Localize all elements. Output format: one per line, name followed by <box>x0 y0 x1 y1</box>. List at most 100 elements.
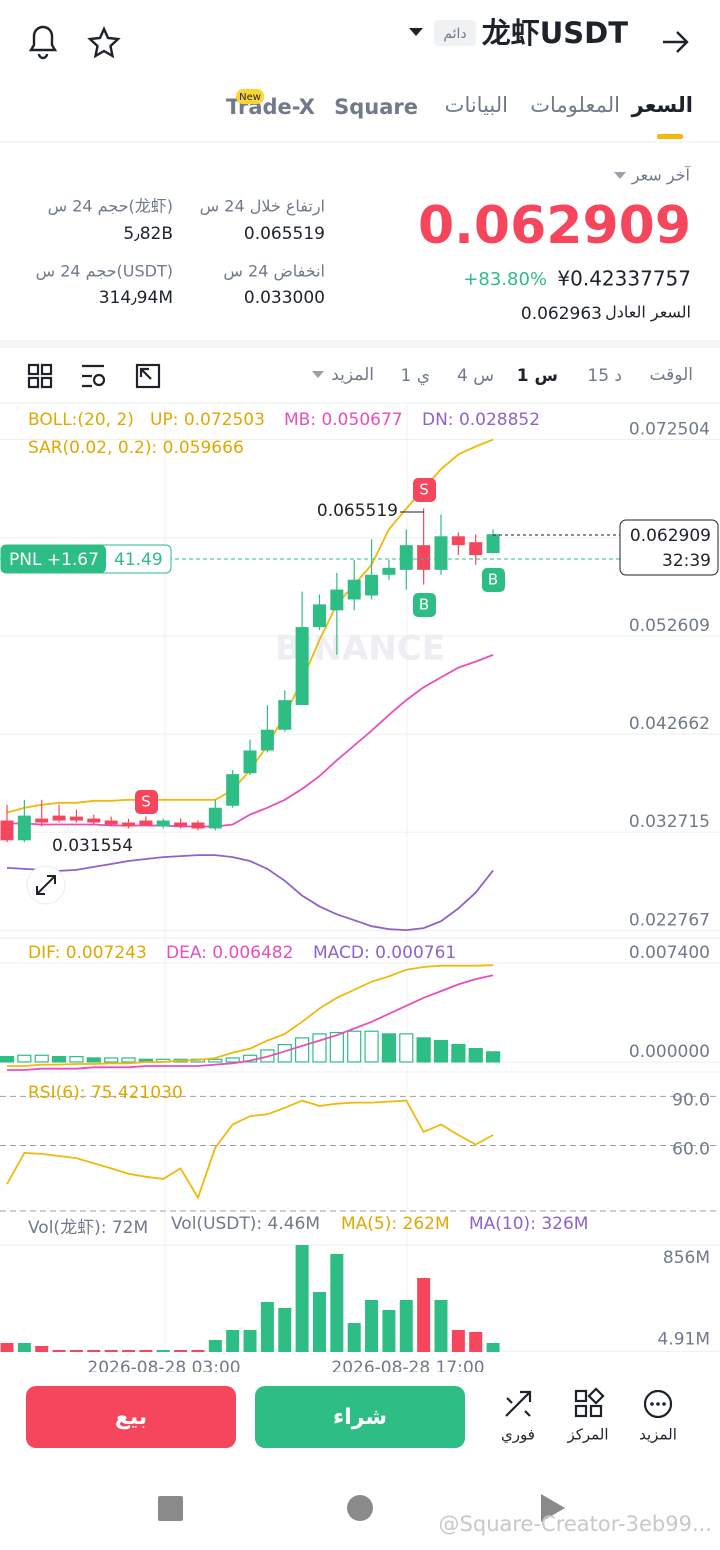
volume-bar <box>69 1350 83 1352</box>
tab[interactable]: المعلومات <box>530 93 620 117</box>
stat-value: 314٫94M <box>99 288 173 308</box>
new-badge: New <box>239 92 261 103</box>
legend: MA(10): 326M <box>469 1214 588 1234</box>
y-tick-label: 60.0 <box>672 1140 710 1160</box>
buy-button[interactable] <box>255 1386 465 1448</box>
stat-label: ارتفاع خلال 24 س <box>200 197 325 217</box>
candle-body <box>330 589 344 611</box>
candle-body <box>174 822 188 827</box>
price-change: +83.80% <box>463 269 547 290</box>
volume-bar <box>35 1346 49 1352</box>
candle-body <box>365 574 379 596</box>
macd-bar <box>34 1054 49 1063</box>
volume-bar <box>87 1350 101 1352</box>
candle-body <box>122 822 136 827</box>
candle-body <box>243 750 257 774</box>
timeframe[interactable]: الوقت <box>649 365 693 385</box>
candle-body <box>156 820 170 827</box>
y-tick-label: 0.000000 <box>629 1042 710 1062</box>
macd-bar <box>225 1057 240 1063</box>
y-tick-label: 90.0 <box>672 1090 710 1110</box>
badge-bg <box>434 20 476 46</box>
candle-body <box>295 627 309 706</box>
action-label[interactable]: المزيد <box>639 1426 677 1444</box>
dropdown-arrow[interactable] <box>409 28 423 36</box>
sell-button[interactable] <box>26 1386 236 1448</box>
pnl-label: PNL +1.67 <box>9 550 99 570</box>
footer-watermark: @Square-Creator-3eb99... <box>439 1512 712 1536</box>
expand-button[interactable] <box>26 865 66 905</box>
toolbar-icons[interactable] <box>27 363 161 389</box>
volume-bar <box>226 1330 240 1352</box>
signal-label: S <box>419 481 429 499</box>
candle-body <box>347 579 361 600</box>
forward-arrow[interactable] <box>663 31 689 53</box>
dropdown-arrow <box>614 172 626 179</box>
action-icons[interactable] <box>505 1387 673 1419</box>
y-tick-label: 0.007400 <box>629 943 710 963</box>
macd-bar <box>381 1033 397 1063</box>
stat-label: انخفاض 24 س <box>223 262 325 282</box>
y-tick-label: 0.032715 <box>629 812 710 832</box>
sell-label: بيع <box>115 1405 147 1430</box>
high-annotation: 0.065519 <box>317 501 398 521</box>
action-label[interactable]: المركز <box>566 1426 608 1444</box>
stat-value: 5٫82B <box>123 224 173 244</box>
volume-bar <box>417 1278 431 1352</box>
star-icon[interactable] <box>87 26 121 59</box>
indicator-line <box>7 974 494 1071</box>
volume-bar <box>191 1350 205 1352</box>
pnl-fill <box>1 545 106 573</box>
tab[interactable]: Square <box>334 95 418 119</box>
candle-body <box>0 820 14 841</box>
timeframe[interactable]: 1 ي <box>400 366 430 386</box>
timeframe[interactable]: 4 س <box>457 366 494 386</box>
fair-price: 0.062963 <box>521 304 602 324</box>
volume-bar <box>208 1340 222 1352</box>
macd-bar <box>295 1037 310 1063</box>
candle-body <box>52 815 66 821</box>
legend: DIF: 0.007243 <box>28 943 147 963</box>
action-label[interactable]: فوري <box>501 1426 535 1445</box>
volume-bar <box>434 1300 448 1352</box>
timeframe[interactable]: المزيد <box>331 365 374 385</box>
volume-bar <box>312 1292 326 1352</box>
nav-back[interactable] <box>541 1494 565 1522</box>
stat-value: 0.065519 <box>244 224 325 244</box>
candle-body <box>17 815 31 841</box>
macd-bar <box>364 1030 379 1063</box>
buy-label: شراء <box>333 1405 387 1430</box>
volume-bar <box>104 1350 118 1352</box>
tab[interactable]: السعر <box>631 93 693 117</box>
volume-bar <box>122 1350 136 1352</box>
indicator-line <box>6 854 494 932</box>
tab-indicator <box>657 134 683 139</box>
volume-bar <box>17 1343 31 1352</box>
marks <box>0 438 501 1352</box>
macd-bar <box>416 1037 431 1063</box>
macd-bar <box>433 1039 449 1063</box>
candle-body <box>278 700 292 730</box>
timeframe[interactable]: 1 س <box>517 366 558 386</box>
candle-body <box>191 822 205 829</box>
legend: DN: 0.028852 <box>422 410 540 430</box>
volume-bar <box>330 1254 344 1352</box>
pnl-tag[interactable]: PNL +1.67 41.49 <box>0 544 172 574</box>
signal-label: B <box>488 571 498 589</box>
timeframe[interactable]: 15 د <box>587 366 622 386</box>
volume-bar <box>174 1350 188 1352</box>
macd-bar <box>329 1031 344 1063</box>
volume-bar <box>0 1343 14 1352</box>
nav-recent[interactable] <box>158 1496 183 1521</box>
legend: Vol(USDT): 4.46M <box>171 1214 320 1234</box>
candle-body <box>451 536 465 546</box>
tab[interactable]: البيانات <box>445 93 508 117</box>
signal-label: B <box>419 596 429 614</box>
signal: B <box>413 593 436 617</box>
nav-home[interactable] <box>347 1495 373 1521</box>
last-price: 0.062909 <box>418 196 691 256</box>
volume-bar <box>139 1350 153 1352</box>
bell-icon[interactable] <box>28 25 58 60</box>
badge: دائم <box>443 26 466 42</box>
